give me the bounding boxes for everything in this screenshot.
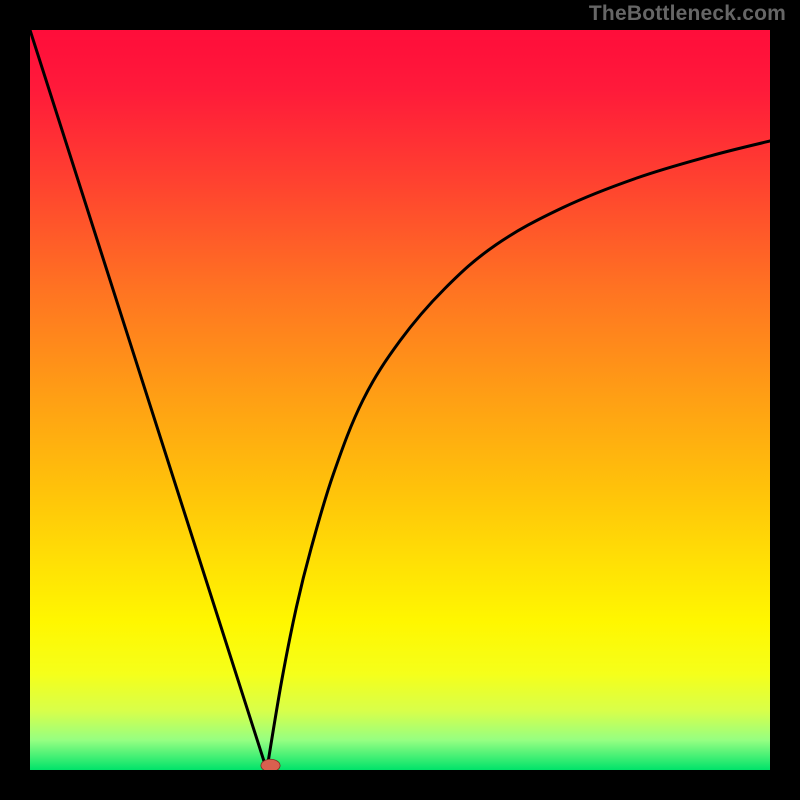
plot-background: [30, 30, 770, 770]
watermark-text: TheBottleneck.com: [589, 2, 786, 26]
chart-container: TheBottleneck.com: [0, 0, 800, 800]
chart-svg: [0, 0, 800, 800]
minimum-marker: [261, 759, 280, 772]
